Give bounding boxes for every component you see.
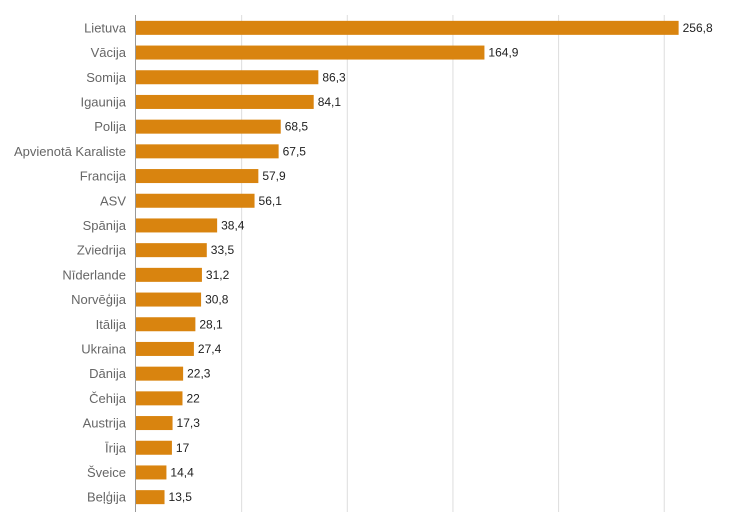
category-label: Beļģija <box>87 490 127 505</box>
category-label: Čehija <box>89 391 127 406</box>
category-labels: Lietuva Vācija Somija Igaunija Polija Apvieno… <box>14 20 127 504</box>
bar <box>136 169 259 184</box>
bar <box>136 267 202 282</box>
bar <box>136 317 196 332</box>
bar <box>136 243 207 258</box>
bar <box>136 366 184 381</box>
gridlines <box>241 15 665 512</box>
category-label: Šveice <box>87 465 126 480</box>
category-label: Norvēģija <box>71 292 127 307</box>
value-label: 22,3 <box>187 367 211 381</box>
bar <box>136 119 281 134</box>
bar <box>136 391 183 406</box>
category-label: Lietuva <box>84 20 127 35</box>
value-label: 38,4 <box>221 218 245 232</box>
bar <box>136 144 279 159</box>
bars <box>136 20 679 505</box>
bar <box>136 416 173 431</box>
value-label: 33,5 <box>211 243 235 257</box>
category-label: Austrija <box>83 416 127 431</box>
bar <box>136 465 167 480</box>
value-label: 27,4 <box>198 342 222 356</box>
value-label: 57,9 <box>262 169 286 183</box>
bar <box>136 70 319 85</box>
bar <box>136 440 172 455</box>
category-label: Īrija <box>105 440 127 455</box>
category-label: Somija <box>86 70 127 85</box>
bar <box>136 94 314 109</box>
value-label: 56,1 <box>259 194 283 208</box>
category-label: Polija <box>94 119 127 134</box>
value-label: 28,1 <box>199 317 223 331</box>
bar <box>136 490 165 505</box>
category-label: Dānija <box>89 366 127 381</box>
category-label: Ukraina <box>81 341 127 356</box>
value-label: 31,2 <box>206 268 230 282</box>
category-label: ASV <box>100 193 126 208</box>
category-label: Igaunija <box>80 94 126 109</box>
category-label: Apvienotā Karaliste <box>14 144 126 159</box>
bar <box>136 341 194 356</box>
bar <box>136 193 255 208</box>
value-label: 67,5 <box>283 144 307 158</box>
value-label: 164,9 <box>488 46 518 60</box>
value-labels: 256,8 164,9 86,3 84,1 68,5 67,5 57,9 56,1 38,4 33… <box>169 21 713 504</box>
value-label: 14,4 <box>170 465 194 479</box>
value-label: 17 <box>176 441 190 455</box>
category-label: Spānija <box>83 218 127 233</box>
bar <box>136 20 679 35</box>
value-label: 13,5 <box>169 490 193 504</box>
bar <box>136 292 202 307</box>
category-label: Zviedrija <box>77 243 127 258</box>
category-label: Vācija <box>91 45 127 60</box>
value-label: 86,3 <box>322 70 346 84</box>
category-label: Nīderlande <box>62 267 126 282</box>
bar <box>136 218 218 233</box>
value-label: 68,5 <box>285 120 309 134</box>
value-label: 30,8 <box>205 293 229 307</box>
bar <box>136 45 485 60</box>
category-label: Itālija <box>96 317 127 332</box>
category-label: Francija <box>80 169 127 184</box>
value-label: 256,8 <box>683 21 713 35</box>
value-label: 22 <box>186 391 200 405</box>
value-label: 17,3 <box>177 416 201 430</box>
value-label: 84,1 <box>318 95 342 109</box>
